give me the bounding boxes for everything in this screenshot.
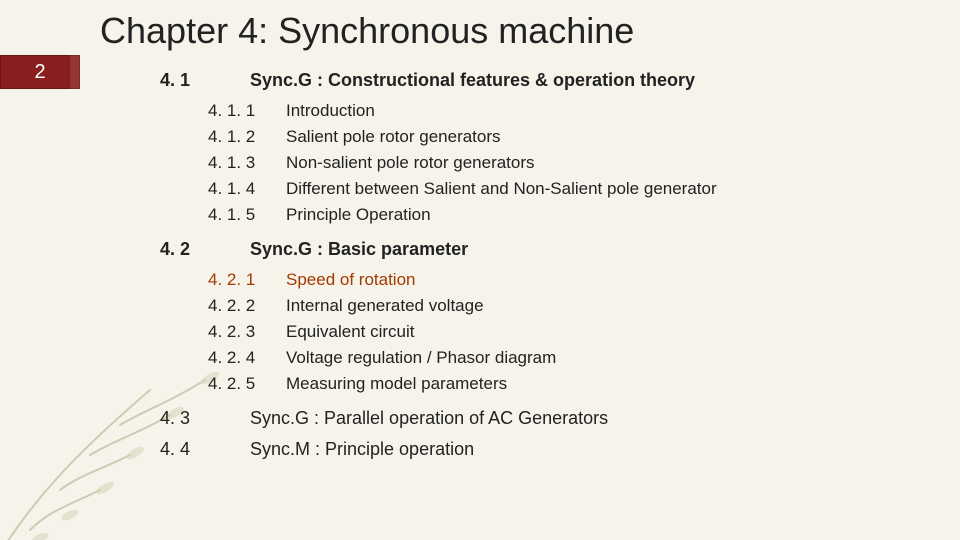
outline-number: 4. 2. 2: [208, 296, 286, 316]
outline-item: 4. 1. 1 Introduction: [208, 101, 940, 121]
outline-number: 4. 2. 3: [208, 322, 286, 342]
outline-content: 4. 1 Sync.G : Constructional features & …: [160, 70, 940, 466]
outline-text: Speed of rotation: [286, 270, 415, 290]
outline-item: 4. 1. 3 Non-salient pole rotor generator…: [208, 153, 940, 173]
outline-item: 4. 2. 2 Internal generated voltage: [208, 296, 940, 316]
outline-number: 4. 4: [160, 439, 250, 460]
outline-text: Sync.G : Parallel operation of AC Genera…: [250, 408, 608, 429]
outline-text: Salient pole rotor generators: [286, 127, 501, 147]
page-number-badge: 2: [0, 55, 80, 89]
outline-number: 4. 1. 4: [208, 179, 286, 199]
outline-item: 4. 2. 4 Voltage regulation / Phasor diag…: [208, 348, 940, 368]
outline-number: 4. 2. 5: [208, 374, 286, 394]
outline-text: Internal generated voltage: [286, 296, 484, 316]
outline-number: 4. 2: [160, 239, 250, 260]
outline-item: 4. 2. 3 Equivalent circuit: [208, 322, 940, 342]
outline-text: Sync.G : Constructional features & opera…: [250, 70, 695, 91]
outline-item: 4. 1. 5 Principle Operation: [208, 205, 940, 225]
outline-text: Sync.M : Principle operation: [250, 439, 474, 460]
outline-number: 4. 1. 5: [208, 205, 286, 225]
outline-text: Equivalent circuit: [286, 322, 415, 342]
outline-text: Non-salient pole rotor generators: [286, 153, 535, 173]
outline-number: 4. 1. 1: [208, 101, 286, 121]
outline-number: 4. 1. 3: [208, 153, 286, 173]
outline-item: 4. 1. 2 Salient pole rotor generators: [208, 127, 940, 147]
outline-item: 4. 2. 5 Measuring model parameters: [208, 374, 940, 394]
outline-text: Sync.G : Basic parameter: [250, 239, 468, 260]
outline-item: 4. 1. 4 Different between Salient and No…: [208, 179, 940, 199]
chapter-title: Chapter 4: Synchronous machine: [100, 10, 634, 52]
outline-number: 4. 1: [160, 70, 250, 91]
outline-section: 4. 2 Sync.G : Basic parameter: [160, 239, 940, 260]
outline-section: 4. 1 Sync.G : Constructional features & …: [160, 70, 940, 91]
outline-text: Different between Salient and Non-Salien…: [286, 179, 717, 199]
outline-text: Voltage regulation / Phasor diagram: [286, 348, 556, 368]
outline-text: Measuring model parameters: [286, 374, 507, 394]
outline-number: 4. 1. 2: [208, 127, 286, 147]
outline-section: 4. 4 Sync.M : Principle operation: [160, 439, 940, 460]
outline-number: 4. 2. 4: [208, 348, 286, 368]
outline-number: 4. 3: [160, 408, 250, 429]
outline-text: Principle Operation: [286, 205, 431, 225]
outline-item: 4. 2. 1 Speed of rotation: [208, 270, 940, 290]
outline-section: 4. 3 Sync.G : Parallel operation of AC G…: [160, 408, 940, 429]
outline-text: Introduction: [286, 101, 375, 121]
outline-number: 4. 2. 1: [208, 270, 286, 290]
